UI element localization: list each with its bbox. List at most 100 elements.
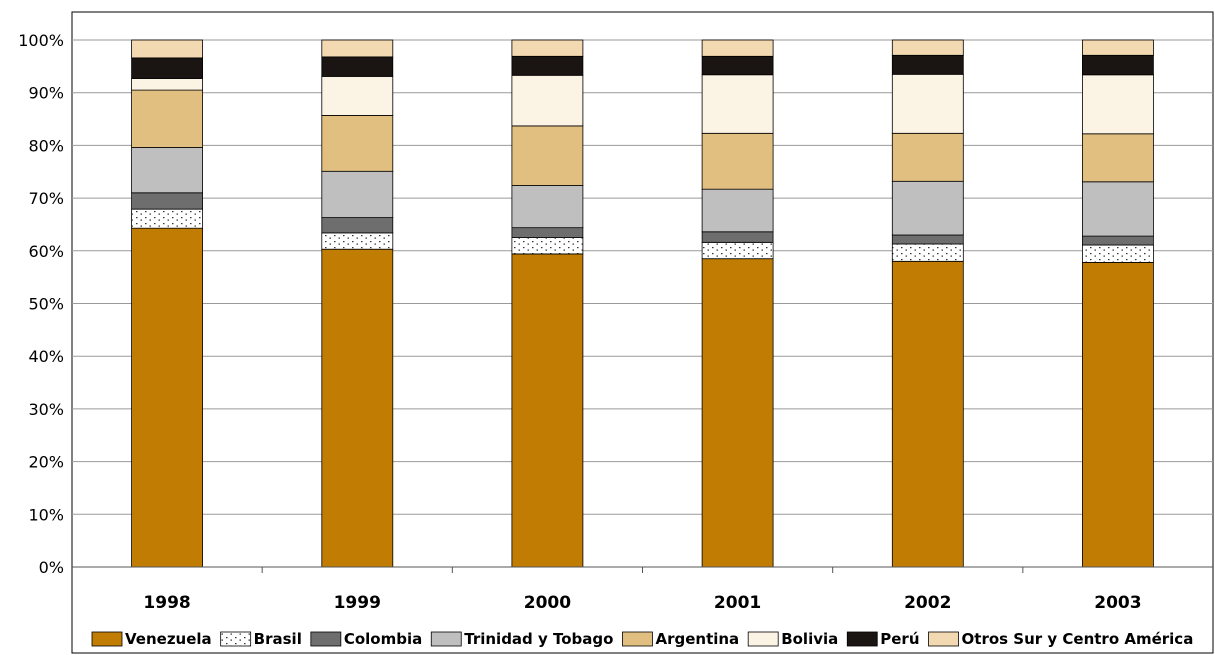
- bar-segment-trinidad-y-tobago: [891, 180, 964, 236]
- y-tick-label: 40%: [28, 347, 64, 366]
- legend-item-trinidad-y-tobago: Trinidad y Tobago: [430, 630, 613, 648]
- legend-label: Otros Sur y Centro América: [962, 630, 1194, 648]
- legend-swatch: [91, 631, 123, 647]
- legend-item-peru: Perú: [846, 630, 920, 648]
- y-tick-label: 30%: [28, 400, 64, 419]
- bar-segment-otros-sur-y-centro-america: [1082, 39, 1154, 56]
- legend-item-argentina: Argentina: [622, 630, 739, 648]
- bar-group-2003: [1082, 39, 1154, 568]
- y-tick-label: 80%: [28, 136, 64, 155]
- bar-segment-colombia: [321, 217, 394, 234]
- x-tick-label: 1998: [143, 593, 190, 613]
- bar-segment-argentina: [1082, 133, 1154, 183]
- plot-frame: [71, 11, 1214, 654]
- bar-segment-bolivia: [701, 74, 774, 134]
- bar-group-1998: [131, 39, 204, 568]
- bar-segment-argentina: [511, 125, 584, 186]
- bar-group-1999: [321, 39, 394, 568]
- bar-segment-bolivia: [511, 74, 584, 127]
- x-tick-label: 2003: [1094, 593, 1141, 613]
- legend-swatch: [747, 631, 779, 647]
- legend-label: Bolivia: [781, 630, 838, 648]
- legend-swatch: [928, 631, 959, 647]
- legend-swatch: [846, 631, 878, 647]
- bar-segment-peru: [321, 56, 394, 77]
- y-tick-label: 60%: [28, 242, 64, 261]
- bar-segment-trinidad-y-tobago: [321, 170, 394, 218]
- bar-segment-venezuela: [1082, 261, 1154, 568]
- bar-segment-venezuela: [131, 227, 204, 568]
- bar-segment-peru: [701, 55, 774, 76]
- bar-segment-trinidad-y-tobago: [511, 185, 584, 229]
- bar-segment-venezuela: [701, 258, 774, 568]
- bar-segment-brasil: [701, 241, 774, 260]
- bar-segment-argentina: [131, 89, 204, 148]
- bar-segment-peru: [131, 57, 204, 79]
- bars: [131, 39, 1154, 568]
- bar-segment-venezuela: [511, 253, 584, 568]
- bar-group-2000: [511, 39, 584, 568]
- y-tick-label: 20%: [28, 453, 64, 472]
- gridlines: [72, 39, 1213, 515]
- bar-segment-bolivia: [131, 78, 204, 91]
- bar-segment-bolivia: [1082, 74, 1154, 135]
- bar-segment-trinidad-y-tobago: [701, 188, 774, 233]
- legend-item-otros-sur-y-centro-america: Otros Sur y Centro América: [928, 630, 1194, 648]
- x-tick-label: 2002: [904, 593, 951, 613]
- legend-item-bolivia: Bolivia: [747, 630, 838, 648]
- bar-segment-argentina: [321, 115, 394, 172]
- bar-segment-brasil: [1082, 244, 1154, 263]
- legend-label: Venezuela: [125, 630, 212, 648]
- bar-segment-trinidad-y-tobago: [1082, 181, 1154, 237]
- legend-label: Trinidad y Tobago: [464, 630, 613, 648]
- y-tick-label: 100%: [18, 31, 64, 50]
- bar-group-2001: [701, 39, 774, 568]
- y-tick-label: 10%: [28, 505, 64, 524]
- bar-segment-venezuela: [891, 260, 964, 568]
- bar-segment-brasil: [511, 237, 584, 255]
- x-tick-label: 2001: [714, 593, 761, 613]
- y-tick-label: 0%: [39, 558, 64, 577]
- y-tick-label: 90%: [28, 84, 64, 103]
- bar-segment-bolivia: [321, 76, 394, 116]
- legend: Venezuela Brasil Colombia Trinidad y Tobago…: [91, 630, 1194, 648]
- bar-segment-otros-sur-y-centro-america: [131, 39, 204, 59]
- bar-segment-colombia: [891, 234, 964, 245]
- bar-group-2002: [891, 39, 964, 568]
- legend-swatch: [220, 631, 252, 647]
- bar-segment-otros-sur-y-centro-america: [511, 39, 584, 57]
- legend-label: Perú: [880, 630, 919, 648]
- legend-item-venezuela: Venezuela: [91, 630, 212, 648]
- bar-segment-colombia: [1082, 235, 1154, 246]
- x-axis: 1998 1999 2000 2001 2002 2003: [72, 566, 1213, 613]
- bar-segment-colombia: [131, 192, 204, 210]
- bar-segment-venezuela: [321, 248, 394, 568]
- y-axis-ticks: 0% 10% 20% 30% 40% 50% 60% 70% 80% 90% 100%: [18, 31, 64, 577]
- bar-segment-colombia: [701, 231, 774, 243]
- x-tick-label: 2000: [524, 593, 571, 613]
- legend-item-brasil: Brasil: [220, 630, 302, 648]
- bar-segment-colombia: [511, 227, 584, 239]
- legend-swatch: [622, 631, 653, 647]
- legend-label: Argentina: [655, 630, 739, 648]
- legend-swatch: [310, 631, 342, 647]
- bar-segment-argentina: [891, 132, 964, 182]
- bar-segment-trinidad-y-tobago: [131, 147, 204, 194]
- legend-label: Brasil: [254, 630, 302, 648]
- bar-segment-peru: [891, 54, 964, 75]
- bar-segment-otros-sur-y-centro-america: [321, 39, 394, 58]
- bar-segment-peru: [1082, 54, 1154, 76]
- y-tick-label: 50%: [28, 295, 64, 314]
- legend-swatch: [430, 631, 462, 647]
- bar-segment-otros-sur-y-centro-america: [891, 39, 964, 56]
- bar-segment-bolivia: [891, 73, 964, 134]
- bar-segment-peru: [511, 55, 584, 76]
- legend-item-colombia: Colombia: [310, 630, 422, 648]
- bar-segment-brasil: [321, 232, 394, 250]
- bar-segment-brasil: [131, 208, 204, 229]
- y-tick-label: 70%: [28, 189, 64, 208]
- x-tick-label: 1999: [334, 593, 381, 613]
- bar-segment-argentina: [701, 132, 774, 190]
- legend-label: Colombia: [344, 630, 422, 648]
